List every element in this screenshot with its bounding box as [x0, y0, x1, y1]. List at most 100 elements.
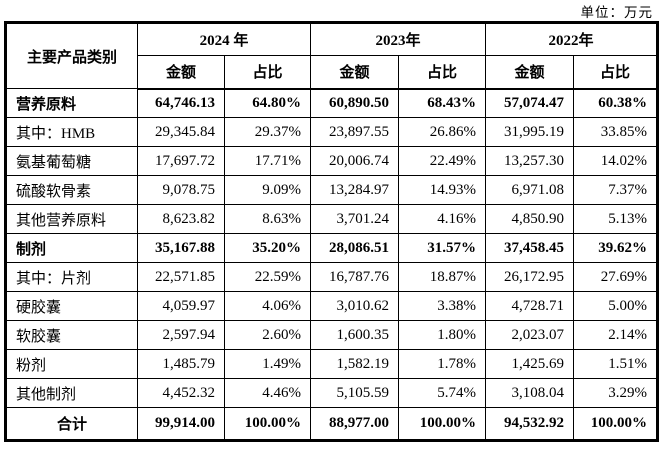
cell-value: 94,532.92: [485, 407, 575, 441]
subheader-ratio-2022: 占比: [573, 55, 659, 90]
cell-value: 4.46%: [223, 378, 312, 408]
table-row: 其中：HMB 29,345.84 29.37% 23,897.55 26.86% 31,9…: [5, 117, 659, 147]
cell-value: 9.09%: [223, 175, 312, 205]
cell-value: 60,890.50: [310, 88, 400, 118]
cell-value: 23,897.55: [310, 117, 400, 147]
cell-value: 14.02%: [573, 146, 659, 176]
cell-value: 27.69%: [573, 262, 659, 292]
year-header-2023: 2023年: [310, 22, 487, 56]
table-row: 硬胶囊 4,059.97 4.06% 3,010.62 3.38% 4,728.71 5.0…: [5, 291, 659, 321]
table-row: 粉剂 1,485.79 1.49% 1,582.19 1.78% 1,425.69 1.51…: [5, 349, 659, 379]
table-row: 其中：片剂 22,571.85 22.59% 16,787.76 18.87% 26,17…: [5, 262, 659, 292]
row-category: 硫酸软骨素: [5, 175, 138, 205]
cell-value: 29.37%: [223, 117, 312, 147]
cell-value: 37,458.45: [485, 233, 575, 263]
cell-value: 68.43%: [398, 88, 487, 118]
cell-value: 4.16%: [398, 204, 487, 234]
row-category: 营养原料: [5, 88, 138, 118]
cell-value: 39.62%: [573, 233, 659, 263]
cell-value: 5.13%: [573, 204, 659, 234]
cell-value: 60.38%: [573, 88, 659, 118]
subheader-ratio-2024: 占比: [223, 55, 312, 90]
row-category: 氨基葡萄糖: [5, 146, 138, 176]
cell-value: 17,697.72: [137, 146, 225, 176]
cell-value: 18.87%: [398, 262, 487, 292]
cell-value: 64.80%: [223, 88, 312, 118]
cell-value: 7.37%: [573, 175, 659, 205]
row-category: 其他营养原料: [5, 204, 138, 234]
cell-value: 4,452.32: [137, 378, 225, 408]
table-header: 主要产品类别 2024 年 2023年 2022年 金额 占比 金额 占比 金额…: [5, 22, 659, 90]
cell-value: 1,582.19: [310, 349, 400, 379]
table-row: 合计 99,914.00 100.00% 88,977.00 100.00% 94,532…: [5, 407, 659, 441]
subheader-amount-2024: 金额: [137, 55, 225, 90]
cell-value: 99,914.00: [137, 407, 225, 441]
table-row: 制剂 35,167.88 35.20% 28,086.51 31.57% 37,458.4…: [5, 233, 659, 263]
header-sub-row: 金额 占比 金额 占比 金额 占比: [6, 55, 659, 90]
cell-value: 22.59%: [223, 262, 312, 292]
row-category: 其中：HMB: [5, 117, 138, 147]
subheader-ratio-2023: 占比: [398, 55, 487, 90]
cell-value: 5.00%: [573, 291, 659, 321]
cell-value: 1.78%: [398, 349, 487, 379]
cell-value: 4,059.97: [137, 291, 225, 321]
category-header-cell: 主要产品类别: [5, 22, 138, 89]
row-category: 软胶囊: [5, 320, 138, 350]
cell-value: 35,167.88: [137, 233, 225, 263]
cell-value: 5.74%: [398, 378, 487, 408]
cell-value: 13,257.30: [485, 146, 575, 176]
cell-value: 8.63%: [223, 204, 312, 234]
table-row: 软胶囊 2,597.94 2.60% 1,600.35 1.80% 2,023.07 2.1…: [5, 320, 659, 350]
row-category: 其中：片剂: [5, 262, 138, 292]
cell-value: 9,078.75: [137, 175, 225, 205]
row-category: 粉剂: [5, 349, 138, 379]
cell-value: 4,850.90: [485, 204, 575, 234]
cell-value: 29,345.84: [137, 117, 225, 147]
row-category: 合计: [5, 407, 138, 441]
cell-value: 100.00%: [573, 407, 659, 441]
product-revenue-table: 主要产品类别 2024 年 2023年 2022年 金额 占比 金额 占比 金额…: [4, 21, 660, 442]
cell-value: 57,074.47: [485, 88, 575, 118]
cell-value: 2.60%: [223, 320, 312, 350]
cell-value: 31.57%: [398, 233, 487, 263]
cell-value: 100.00%: [223, 407, 312, 441]
cell-value: 14.93%: [398, 175, 487, 205]
cell-value: 26,172.95: [485, 262, 575, 292]
cell-value: 17.71%: [223, 146, 312, 176]
subheader-amount-2023: 金额: [310, 55, 400, 90]
table-row: 其他营养原料 8,623.82 8.63% 3,701.24 4.16% 4,850.90…: [5, 204, 659, 234]
cell-value: 13,284.97: [310, 175, 400, 205]
cell-value: 2,597.94: [137, 320, 225, 350]
cell-value: 100.00%: [398, 407, 487, 441]
cell-value: 4.06%: [223, 291, 312, 321]
cell-value: 1,600.35: [310, 320, 400, 350]
row-category: 制剂: [5, 233, 138, 263]
table-row: 其他制剂 4,452.32 4.46% 5,105.59 5.74% 3,108.04 3.…: [5, 378, 659, 408]
cell-value: 22.49%: [398, 146, 487, 176]
cell-value: 28,086.51: [310, 233, 400, 263]
cell-value: 1.49%: [223, 349, 312, 379]
cell-value: 3.38%: [398, 291, 487, 321]
cell-value: 6,971.08: [485, 175, 575, 205]
cell-value: 8,623.82: [137, 204, 225, 234]
row-category: 硬胶囊: [5, 291, 138, 321]
cell-value: 26.86%: [398, 117, 487, 147]
row-category: 其他制剂: [5, 378, 138, 408]
cell-value: 5,105.59: [310, 378, 400, 408]
unit-label: 单位：万元: [580, 5, 653, 20]
table-row: 氨基葡萄糖 17,697.72 17.71% 20,006.74 22.49% 13,25…: [5, 146, 659, 176]
cell-value: 3,010.62: [310, 291, 400, 321]
cell-value: 1.51%: [573, 349, 659, 379]
cell-value: 88,977.00: [310, 407, 400, 441]
cell-value: 1,485.79: [137, 349, 225, 379]
cell-value: 64,746.13: [137, 88, 225, 118]
cell-value: 35.20%: [223, 233, 312, 263]
year-header-2024: 2024 年: [136, 22, 312, 56]
year-header-2022: 2022年: [485, 22, 659, 56]
cell-value: 4,728.71: [485, 291, 575, 321]
cell-value: 1,425.69: [485, 349, 575, 379]
subheader-amount-2022: 金额: [485, 55, 575, 90]
table-row: 营养原料 64,746.13 64.80% 60,890.50 68.43% 57,074…: [5, 88, 659, 118]
cell-value: 2,023.07: [485, 320, 575, 350]
